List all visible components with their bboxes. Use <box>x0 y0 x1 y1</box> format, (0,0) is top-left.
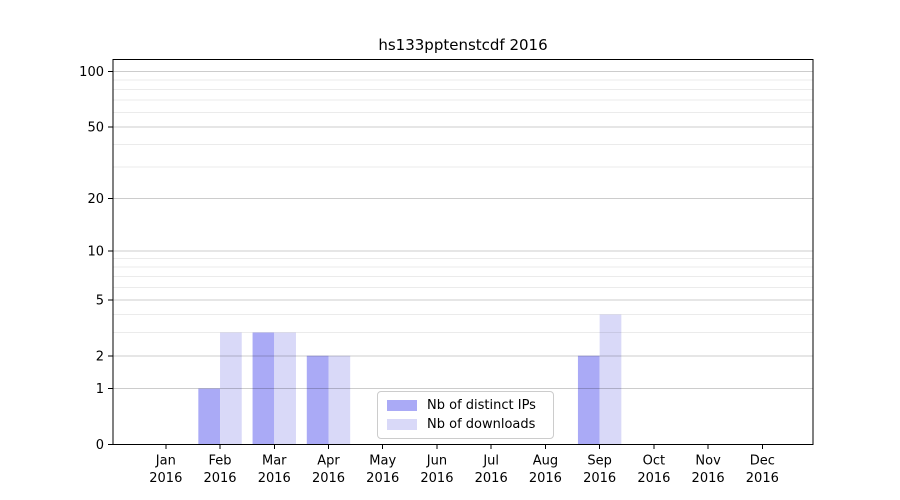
x-tick-label-year-jun: 2016 <box>420 471 453 486</box>
bar-nb-of-distinct-ips-sep <box>577 355 600 445</box>
x-tick-label-month-mar: Mar <box>262 454 287 469</box>
x-tick-label-month-dec: Dec <box>750 454 775 469</box>
chart-title: hs133pptenstcdf 2016 <box>378 36 548 54</box>
bar-nb-of-distinct-ips-feb <box>198 388 221 445</box>
x-tick-label-year-mar: 2016 <box>258 471 291 486</box>
x-tick-label-year-jan: 2016 <box>149 471 182 486</box>
x-tick-label-month-feb: Feb <box>209 454 232 469</box>
legend-swatch-distinct-ips <box>387 400 417 411</box>
x-tick-label-year-aug: 2016 <box>529 471 562 486</box>
y-tick-label-5: 5 <box>96 293 104 308</box>
x-tick-label-year-dec: 2016 <box>746 471 779 486</box>
x-tick-label-year-may: 2016 <box>366 471 399 486</box>
bar-nb-of-downloads-apr <box>328 355 351 445</box>
legend-label-downloads: Nb of downloads <box>427 417 536 432</box>
x-tick-label-month-jan: Jan <box>155 454 176 469</box>
plot-frame <box>112 59 814 445</box>
x-tick-label-year-nov: 2016 <box>692 471 725 486</box>
bar-nb-of-downloads-feb <box>220 332 242 445</box>
x-tick-label-month-aug: Aug <box>533 454 558 469</box>
x-tick-label-month-jun: Jun <box>426 454 447 469</box>
x-tick-label-year-sep: 2016 <box>583 471 616 486</box>
y-tick-label-0: 0 <box>96 438 104 453</box>
y-tick-label-2: 2 <box>96 349 104 364</box>
x-tick-label-month-may: May <box>369 454 396 469</box>
x-tick-label-year-oct: 2016 <box>637 471 670 486</box>
x-tick-label-year-apr: 2016 <box>312 471 345 486</box>
y-tick-label-10: 10 <box>87 244 104 259</box>
x-tick-label-month-sep: Sep <box>587 454 612 469</box>
x-tick-label-year-feb: 2016 <box>203 471 236 486</box>
bar-nb-of-distinct-ips-apr <box>306 355 329 445</box>
x-tick-label-month-jul: Jul <box>482 454 499 469</box>
bar-nb-of-distinct-ips-mar <box>252 332 275 445</box>
x-tick-label-month-apr: Apr <box>317 454 340 469</box>
bar-nb-of-downloads-mar <box>274 332 296 445</box>
x-tick-label-year-jul: 2016 <box>475 471 508 486</box>
y-tick-label-50: 50 <box>87 120 104 135</box>
legend-item-downloads: Nb of downloads <box>387 417 544 432</box>
legend-item-distinct-ips: Nb of distinct IPs <box>387 398 544 413</box>
x-tick-label-month-oct: Oct <box>643 454 665 469</box>
bar-nb-of-downloads-sep <box>599 314 622 445</box>
y-tick-label-20: 20 <box>87 192 104 207</box>
y-tick-label-100: 100 <box>79 65 104 80</box>
legend-swatch-downloads <box>387 419 417 430</box>
y-tick-label-1: 1 <box>96 382 104 397</box>
x-tick-label-month-nov: Nov <box>695 454 721 469</box>
chart-legend: Nb of distinct IPs Nb of downloads <box>377 391 554 439</box>
legend-label-distinct-ips: Nb of distinct IPs <box>427 398 536 413</box>
